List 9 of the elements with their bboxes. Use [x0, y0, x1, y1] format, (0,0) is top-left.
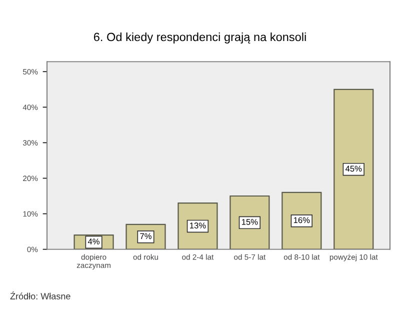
data-label: 13%: [190, 222, 206, 228]
chart-title: 6. Od kiedy respondenci grają na konsoli: [94, 32, 306, 44]
data-label: 15%: [242, 219, 258, 225]
data-label: 16%: [294, 217, 310, 224]
data-label: 7%: [140, 233, 152, 240]
text: Źródło: Własne: [10, 292, 70, 300]
bar: [334, 88, 374, 250]
data-label: 4%: [88, 238, 100, 244]
data-label: 45%: [345, 166, 362, 172]
